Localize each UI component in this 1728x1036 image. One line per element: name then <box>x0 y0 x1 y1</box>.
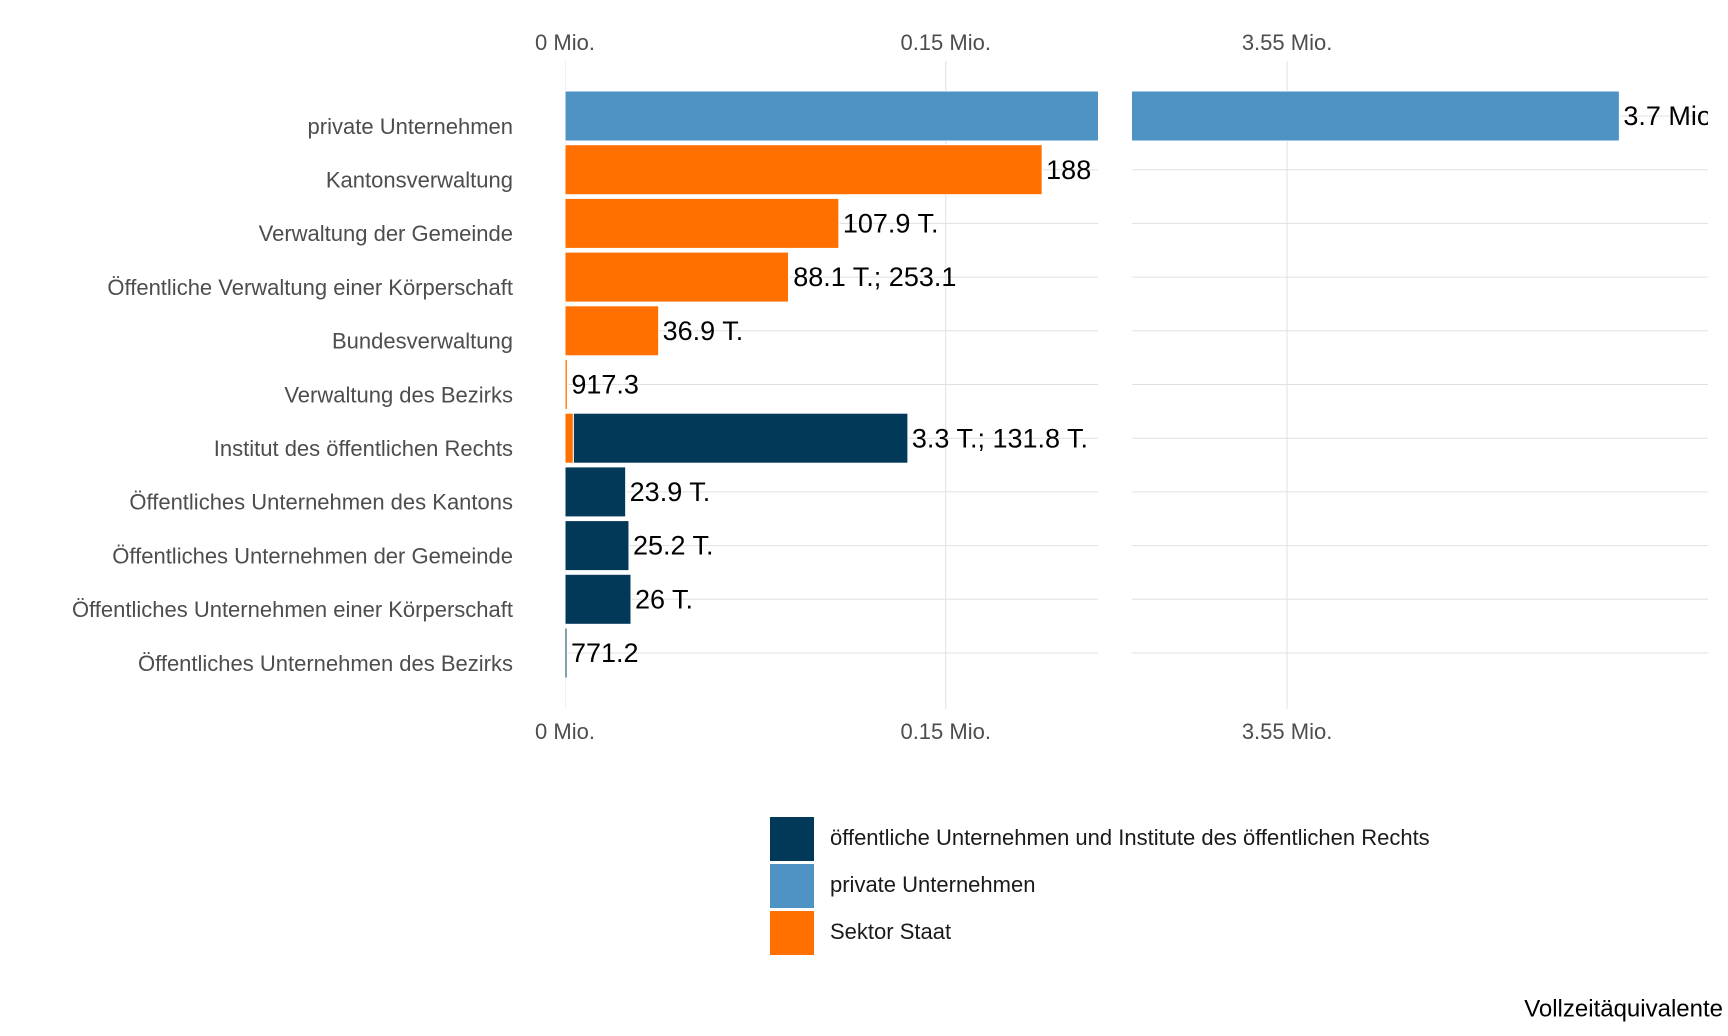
category-label: Öffentliche Verwaltung einer Körperschaf… <box>107 275 513 300</box>
category-label: Öffentliches Unternehmen des Kantons <box>129 490 513 515</box>
legend-label: Sektor Staat <box>830 919 951 944</box>
bar <box>565 90 1098 142</box>
category-label: Institut des öffentlichen Rechts <box>214 436 513 461</box>
legend-swatch <box>770 911 814 955</box>
value-label: 771.2 <box>571 638 639 668</box>
panel: 188 T. 107.9 T. 88.1 T.; 253.1 36.9 T. 917.3… <box>565 61 1119 709</box>
legend-label: öffentliche Unternehmen und Institute de… <box>830 825 1430 850</box>
x-tick-label: 0.15 Mio. <box>900 30 991 55</box>
category-label: private Unternehmen <box>308 114 513 139</box>
value-label: 3.7 Mio. <box>1623 101 1719 131</box>
category-label: Verwaltung des Bezirks <box>284 382 513 407</box>
x-tick-label: 0 Mio. <box>535 30 595 55</box>
value-label: 26 T. <box>635 584 693 614</box>
value-label: 188 T. <box>1046 155 1119 185</box>
x-tick-label: 3.55 Mio. <box>1242 719 1333 744</box>
bar <box>565 520 630 572</box>
bar <box>565 144 1043 196</box>
category-label: Öffentliches Unternehmen der Gemeinde <box>112 543 513 568</box>
bar <box>565 412 574 464</box>
category-label: Öffentliches Unternehmen des Bezirks <box>138 651 513 676</box>
x-tick-label: 3.55 Mio. <box>1242 30 1333 55</box>
value-label: 917.3 <box>571 370 639 400</box>
x-tick-label: 0 Mio. <box>535 719 595 744</box>
bar <box>1132 90 1620 142</box>
category-label: Öffentliches Unternehmen einer Körpersch… <box>72 597 513 622</box>
value-label: 88.1 T.; 253.1 <box>793 262 956 292</box>
bar <box>565 627 568 679</box>
value-label: 3.3 T.; 131.8 T. <box>912 423 1088 453</box>
bar <box>565 197 840 249</box>
value-label: 25.2 T. <box>633 531 714 561</box>
bar <box>565 359 568 410</box>
bar <box>565 466 627 518</box>
panel: 3.7 Mio. <box>1132 61 1719 709</box>
value-label: 36.9 T. <box>663 316 744 346</box>
value-label: 23.9 T. <box>630 477 711 507</box>
bar <box>565 305 660 357</box>
legend-label: private Unternehmen <box>830 872 1035 897</box>
bar <box>565 573 632 625</box>
legend-swatch <box>770 864 814 908</box>
bar <box>788 251 790 303</box>
bar <box>572 412 909 464</box>
category-label: Verwaltung der Gemeinde <box>259 221 513 246</box>
bar <box>565 251 790 303</box>
category-label: Kantonsverwaltung <box>326 168 513 193</box>
x-axis-label: Vollzeitäquivalente <box>1524 995 1723 1022</box>
category-label: Bundesverwaltung <box>332 329 513 354</box>
value-label: 107.9 T. <box>843 209 939 239</box>
x-tick-label: 0.15 Mio. <box>900 719 991 744</box>
legend-swatch <box>770 817 814 861</box>
